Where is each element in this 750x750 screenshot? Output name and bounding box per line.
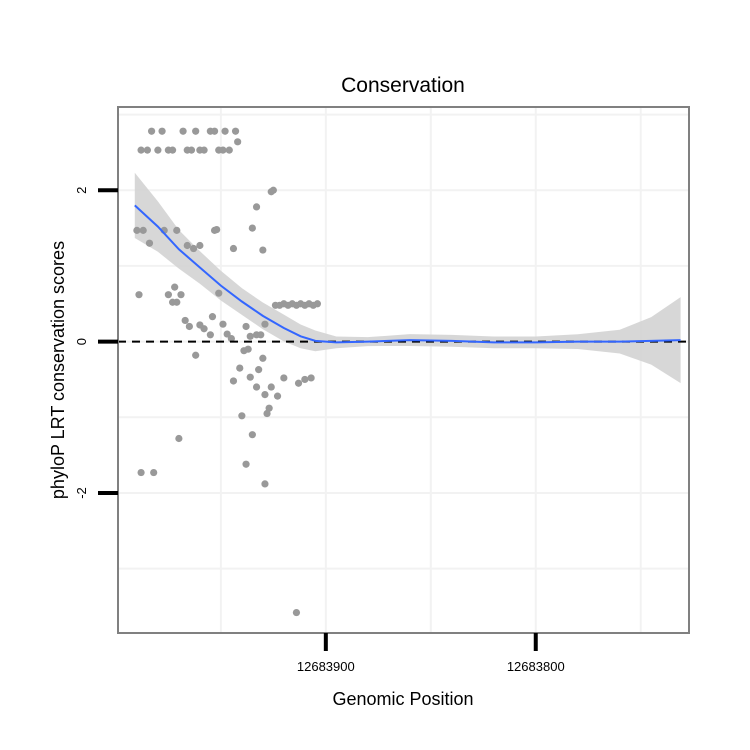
data-point [215, 289, 223, 297]
data-point [173, 298, 181, 306]
data-point [259, 354, 267, 362]
data-point [133, 226, 141, 234]
data-point [244, 345, 252, 353]
data-point [221, 127, 229, 135]
data-point [189, 244, 198, 253]
data-point [181, 316, 189, 325]
data-point [171, 283, 179, 291]
x-axis-ticks: 12683900 12683800 [297, 633, 565, 674]
data-point [242, 460, 250, 468]
data-point [229, 377, 238, 385]
data-point [223, 330, 231, 338]
data-point [219, 320, 227, 328]
data-point [179, 127, 187, 135]
data-point [301, 375, 309, 384]
data-point [158, 127, 166, 135]
data-point [200, 325, 208, 333]
data-point [185, 322, 193, 331]
data-points [133, 127, 322, 617]
data-point [175, 434, 183, 443]
data-point [231, 127, 240, 135]
data-point [177, 291, 185, 299]
data-point [229, 244, 238, 253]
data-point [248, 431, 256, 439]
smooth-line [134, 204, 681, 344]
data-point [164, 291, 172, 299]
chart-title: Conservation [341, 74, 465, 97]
data-point [150, 468, 158, 477]
y-axis-title: phyloP LRT conservation scores [48, 241, 68, 499]
data-point [135, 291, 143, 299]
data-point [187, 146, 196, 154]
data-point [210, 127, 219, 135]
x-tick-label: 12683800 [507, 659, 565, 674]
y-tick-label: -2 [74, 487, 89, 499]
y-axis-ticks: 2 0 -2 [74, 187, 118, 499]
data-point [255, 366, 263, 374]
data-point [248, 224, 256, 232]
data-point [219, 146, 227, 154]
data-point [200, 146, 208, 154]
data-point [273, 392, 282, 400]
data-point [147, 127, 156, 135]
data-point [137, 146, 145, 154]
data-point [168, 146, 177, 154]
y-tick-label: 0 [74, 338, 89, 345]
data-point [208, 313, 217, 321]
data-point [137, 468, 145, 477]
confidence-band [134, 172, 681, 384]
x-tick-label: 12683900 [297, 659, 355, 674]
data-point [257, 331, 265, 339]
data-point [313, 300, 322, 308]
data-point [192, 351, 200, 359]
smooth-line-layer [134, 204, 681, 344]
data-point [213, 226, 221, 234]
data-point [246, 332, 254, 340]
data-point [280, 374, 288, 382]
data-point [192, 127, 200, 135]
data-point [225, 146, 233, 154]
data-point [145, 239, 154, 247]
data-point [206, 331, 214, 339]
data-point [183, 241, 191, 250]
data-point [196, 241, 204, 250]
data-point [252, 203, 261, 211]
data-point [246, 373, 254, 381]
data-point [269, 186, 277, 194]
data-point [292, 608, 301, 617]
data-point [307, 374, 315, 382]
data-point [261, 390, 269, 399]
data-point [238, 412, 246, 420]
data-point [261, 480, 269, 488]
confidence-band-layer [134, 172, 681, 384]
y-tick-label: 2 [74, 187, 89, 194]
data-point [236, 364, 244, 372]
data-point [252, 383, 261, 391]
data-point [294, 379, 303, 387]
data-point [139, 226, 147, 234]
data-point [242, 322, 250, 331]
data-point [234, 138, 242, 146]
x-axis-title: Genomic Position [332, 689, 473, 709]
data-point [261, 320, 269, 328]
data-point [154, 146, 162, 154]
data-point [227, 334, 235, 343]
data-point [267, 383, 275, 391]
data-point [143, 146, 151, 154]
data-point [265, 404, 273, 412]
data-point [173, 226, 181, 234]
data-point [259, 246, 267, 254]
panel-border [117, 106, 690, 634]
